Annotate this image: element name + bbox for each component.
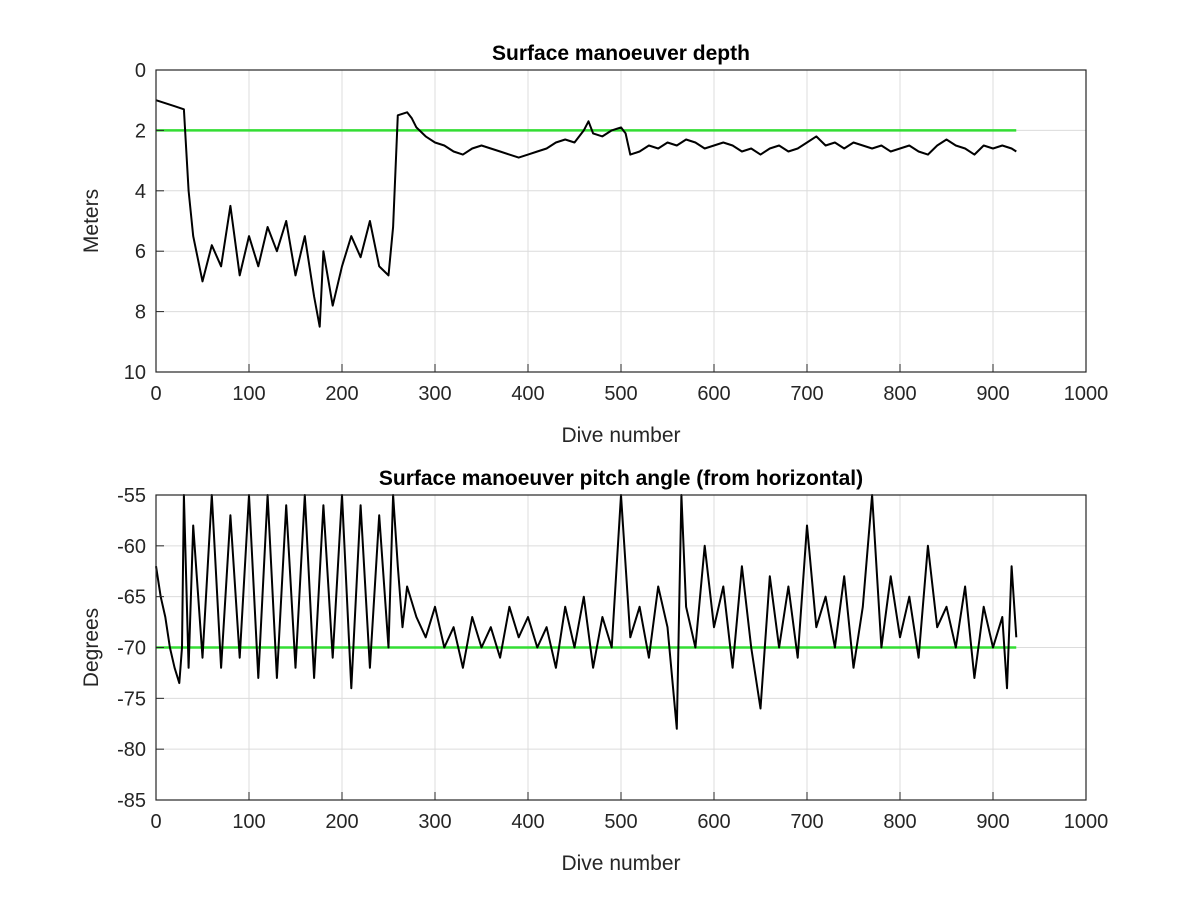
depth-ticks: 0 100 200 300 400 500 600 700 800 900 1000 0 2 4 6 8 10 [124, 60, 1109, 405]
depth-y-tick-label: 2 [135, 120, 146, 142]
pitch-y-axis-label: Degrees [80, 608, 103, 687]
depth-x-tick-label: 1000 [1064, 383, 1109, 405]
pitch-x-axis-label: Dive number [561, 852, 680, 875]
depth-x-tick-label: 600 [697, 383, 730, 405]
depth-y-tick-label: 0 [135, 60, 146, 82]
depth-y-tick-label: 8 [135, 302, 146, 324]
pitch-x-tick-label: 500 [604, 811, 637, 833]
depth-x-tick-label: 300 [418, 383, 451, 405]
depth-y-tick-label: 6 [135, 241, 146, 263]
depth-x-tick-label: 100 [232, 383, 265, 405]
pitch-x-tick-label: 1000 [1064, 811, 1109, 833]
pitch-y-tick-label: -70 [117, 638, 146, 660]
pitch-x-tick-label: 200 [325, 811, 358, 833]
pitch-x-tick-label: 100 [232, 811, 265, 833]
depth-x-tick-label: 700 [790, 383, 823, 405]
pitch-x-tick-label: 0 [150, 811, 161, 833]
pitch-y-tick-label: -75 [117, 688, 146, 710]
pitch-x-tick-label: 900 [976, 811, 1009, 833]
depth-grid [155, 69, 1087, 373]
depth-x-tick-label: 200 [325, 383, 358, 405]
depth-y-axis-label: Meters [80, 189, 103, 253]
depth-series-line [155, 99, 1017, 328]
depth-x-tick-label: 500 [604, 383, 637, 405]
pitch-ticks: 0 100 200 300 400 500 600 700 800 900 1000 -55 -60 -6… [117, 485, 1108, 833]
depth-plot: 0 100 200 300 400 500 600 700 800 900 10000246810 … [80, 42, 1108, 447]
pitch-x-tick-label: 700 [790, 811, 823, 833]
pitch-x-tick-label: 600 [697, 811, 730, 833]
pitch-title: Surface manoeuver pitch angle (from hori… [379, 467, 863, 490]
depth-x-tick-label: 400 [511, 383, 544, 405]
pitch-x-tick-label: 300 [418, 811, 451, 833]
pitch-series-line [155, 494, 1018, 730]
pitch-y-tick-label: -55 [117, 485, 146, 507]
depth-x-tick-label: 0 [150, 383, 161, 405]
pitch-y-tick-label: -80 [117, 739, 146, 761]
depth-y-tick-label: 4 [135, 181, 146, 203]
depth-x-tick-label: 800 [883, 383, 916, 405]
depth-x-axis-label: Dive number [561, 424, 680, 447]
pitch-y-tick-label: -60 [117, 536, 146, 558]
pitch-y-tick-label: -65 [117, 587, 146, 609]
depth-title: Surface manoeuver depth [492, 42, 750, 65]
pitch-plot: 0 100 200 300 400 500 600 700 800 900 1000 -55 -60 -6… [80, 467, 1108, 875]
depth-x-tick-label: 900 [976, 383, 1009, 405]
pitch-x-tick-label: 800 [883, 811, 916, 833]
pitch-x-tick-label: 400 [511, 811, 544, 833]
pitch-y-tick-label: -85 [117, 790, 146, 812]
depth-y-tick-label: 10 [124, 362, 146, 384]
